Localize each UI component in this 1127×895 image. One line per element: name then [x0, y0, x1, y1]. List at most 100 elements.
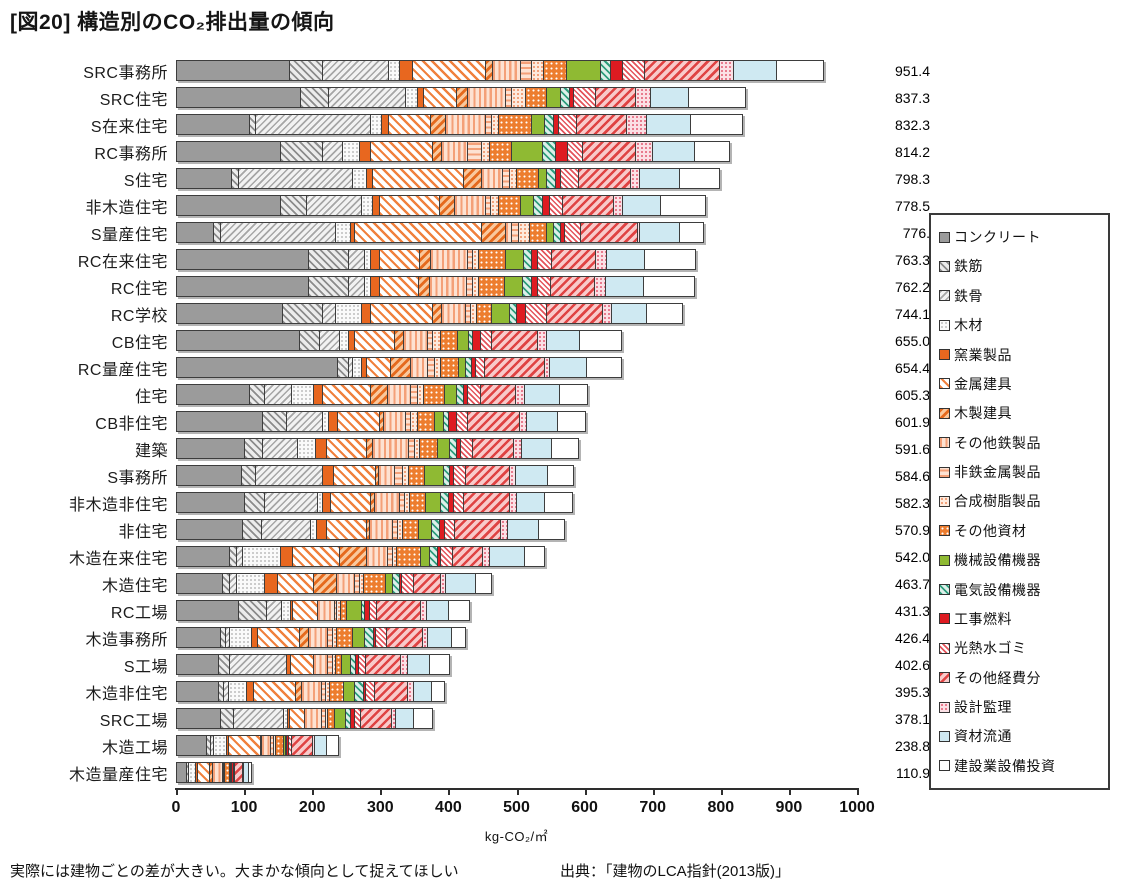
bar-segment-15: [562, 196, 614, 215]
category-label: 非住宅: [118, 523, 168, 541]
total-label: 762.2: [894, 278, 930, 295]
bar-segment-12: [432, 520, 440, 539]
bar-track: [176, 546, 857, 567]
legend-label: 木材: [954, 317, 983, 334]
legend-item: 資材流通: [939, 726, 1100, 746]
category-label: 木造非住宅: [85, 685, 168, 703]
bar-segment-17: [733, 61, 777, 80]
bar-segment-7: [505, 223, 513, 242]
stacked-bar: [176, 654, 451, 675]
bar-segment-7: [372, 439, 409, 458]
chart-row: 木造工場 238.8: [8, 732, 930, 759]
bar-segment-3: [406, 88, 418, 107]
bar-segment-1: [263, 412, 288, 431]
bar-segment-9: [411, 412, 418, 431]
bar-segment-14: [564, 223, 581, 242]
bar-segment-16: [509, 466, 516, 485]
bar-segment-16: [538, 331, 548, 350]
bar-segment-10: [329, 682, 344, 701]
bar-segment-17: [446, 574, 476, 593]
bar-segment-17: [490, 547, 525, 566]
bar-segment-4: [370, 277, 380, 296]
stacked-bar: [176, 438, 579, 459]
bar-segment-3: [243, 547, 281, 566]
bar-segment-18: [679, 169, 719, 188]
bar-segment-18: [587, 358, 621, 377]
bar-segment-11: [435, 412, 444, 431]
legend-label: 金属建具: [954, 375, 1012, 392]
chart-row: SRC工場 378.1: [8, 705, 930, 732]
bar-segment-15: [492, 331, 539, 350]
bar-segment-18: [429, 655, 450, 674]
bar-track: [176, 762, 857, 783]
bar-segment-17: [651, 88, 689, 107]
category-label: RC量産住宅: [77, 361, 168, 379]
x-axis-tick-label: 800: [707, 799, 735, 816]
bar-segment-9: [432, 331, 442, 350]
bar-segment-4: [252, 628, 259, 647]
bar-segment-12: [509, 304, 517, 323]
bar-segment-8: [428, 358, 436, 377]
bar-segment-5: [413, 61, 486, 80]
bar-segment-2: [265, 493, 318, 512]
legend-label: 光熱水ゴミ: [954, 640, 1027, 657]
bar-segment-0: [177, 682, 219, 701]
bar-segment-0: [177, 88, 301, 107]
bar-segment-14: [467, 385, 482, 404]
legend-item: 光熱水ゴミ: [939, 638, 1100, 658]
bar-segment-12: [345, 709, 351, 728]
bar-segment-12: [561, 88, 570, 107]
legend-label: 鉄筋: [954, 258, 983, 275]
bar-segment-16: [514, 439, 522, 458]
bar-segment-17: [408, 655, 430, 674]
bar-segment-13: [456, 439, 462, 458]
bar-segment-9: [405, 493, 410, 512]
bar-segment-1: [229, 547, 237, 566]
bar-segment-12: [469, 331, 474, 350]
stacked-bar: [176, 384, 589, 405]
legend-label: その他資材: [954, 522, 1027, 539]
bar-segment-1: [206, 736, 212, 755]
bar-segment-18: [646, 304, 682, 323]
bar-segment-10: [490, 142, 513, 161]
source-note: 出典：「建物のLCA指針(2013版)」: [560, 863, 791, 880]
bar-segment-11: [505, 250, 524, 269]
bar-segment-1: [218, 655, 230, 674]
bar-track: [176, 60, 857, 81]
bar-track: [176, 114, 857, 135]
legend-item: その他鉄製品: [939, 433, 1100, 453]
bar-segment-3: [213, 736, 227, 755]
category-label: 木造量産住宅: [68, 766, 168, 784]
bar-segment-11: [335, 709, 346, 728]
bar-segment-1: [337, 358, 350, 377]
bar-track: [176, 357, 857, 378]
bar-segment-15: [464, 493, 510, 512]
bar-segment-8: [521, 61, 532, 80]
bar-segment-2: [322, 61, 390, 80]
legend-label: 非鉄金属製品: [954, 464, 1041, 480]
stacked-bar: [176, 276, 696, 297]
bar-segment-4: [317, 520, 327, 539]
bar-segment-15: [387, 628, 424, 647]
legend-label: 窯業製品: [954, 346, 1012, 363]
bar-segment-4: [349, 331, 356, 350]
stacked-bar: [176, 600, 470, 621]
bar-segment-17: [640, 223, 680, 242]
bar-segment-6: [209, 763, 213, 782]
bar-segment-1: [245, 439, 264, 458]
bar-segment-8: [354, 574, 360, 593]
bar-segment-17: [315, 736, 327, 755]
bar-segment-17: [396, 709, 415, 728]
total-label: 378.1: [894, 710, 930, 727]
bar-segment-8: [322, 682, 327, 701]
bar-segment-1: [282, 304, 323, 323]
bar-segment-6: [419, 277, 430, 296]
legend: コンクリート 鉄筋 鉄骨 木材 窯業製品 金属建具 木製建具 その他鉄製品 非鉄金属製品 合成樹脂…: [929, 213, 1110, 790]
bar-segment-7: [212, 763, 223, 782]
bar-segment-8: [485, 196, 492, 215]
bar-segment-14: [366, 682, 375, 701]
bar-segment-11: [283, 736, 286, 755]
bar-segment-5: [371, 142, 433, 161]
legend-swatch: [939, 349, 950, 360]
bar-segment-10: [525, 88, 548, 107]
